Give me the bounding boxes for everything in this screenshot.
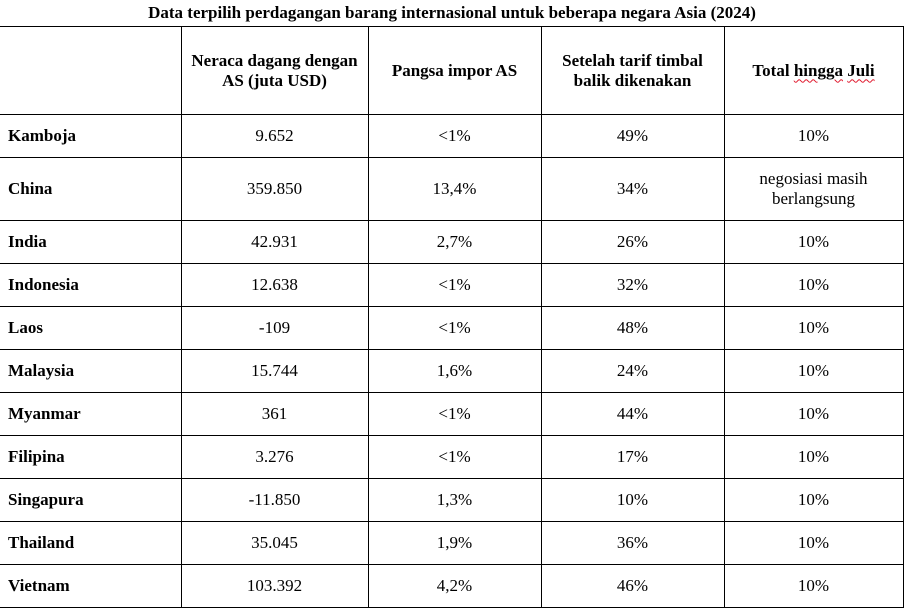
- table-row: Malaysia 15.744 1,6% 24% 10%: [0, 349, 904, 393]
- cell-import-share: <1%: [367, 114, 542, 158]
- cell-trade-balance: 103.392: [180, 564, 369, 608]
- table-row: Singapura -11.850 1,3% 10% 10%: [0, 478, 904, 522]
- cell-trade-balance: 42.931: [180, 220, 369, 264]
- cell-import-share: <1%: [367, 263, 542, 307]
- header-total-july: Total hingga Juli: [723, 26, 904, 115]
- header-import-share: Pangsa impor AS: [367, 26, 542, 115]
- header-reciprocal-tariff: Setelah tarif timbal balik dikenakan: [540, 26, 725, 115]
- cell-total-july: 10%: [723, 521, 904, 565]
- cell-reciprocal-tariff: 48%: [540, 306, 725, 350]
- table-row: Filipina 3.276 <1% 17% 10%: [0, 435, 904, 479]
- cell-country: Vietnam: [0, 564, 182, 608]
- cell-trade-balance: 15.744: [180, 349, 369, 393]
- table-row: Vietnam 103.392 4,2% 46% 10%: [0, 564, 904, 608]
- header-total-july-word-hingga: hingga: [793, 60, 843, 80]
- cell-total-july: 10%: [723, 478, 904, 522]
- cell-total-july: 10%: [723, 435, 904, 479]
- cell-reciprocal-tariff: 34%: [540, 157, 725, 221]
- cell-import-share: <1%: [367, 435, 542, 479]
- cell-country: Malaysia: [0, 349, 182, 393]
- cell-reciprocal-tariff: 46%: [540, 564, 725, 608]
- cell-total-july: 10%: [723, 263, 904, 307]
- cell-country: Laos: [0, 306, 182, 350]
- cell-trade-balance: -109: [180, 306, 369, 350]
- cell-total-july: 10%: [723, 306, 904, 350]
- cell-reciprocal-tariff: 17%: [540, 435, 725, 479]
- cell-import-share: 2,7%: [367, 220, 542, 264]
- cell-trade-balance: 359.850: [180, 157, 369, 221]
- cell-import-share: 4,2%: [367, 564, 542, 608]
- table-row: India 42.931 2,7% 26% 10%: [0, 220, 904, 264]
- cell-total-july: negosiasi masih berlangsung: [723, 157, 904, 221]
- cell-import-share: <1%: [367, 392, 542, 436]
- cell-country: Myanmar: [0, 392, 182, 436]
- table-row: Kamboja 9.652 <1% 49% 10%: [0, 114, 904, 158]
- table-row: Laos -109 <1% 48% 10%: [0, 306, 904, 350]
- table-body: Kamboja 9.652 <1% 49% 10% China 359.850 …: [0, 114, 904, 608]
- cell-reciprocal-tariff: 49%: [540, 114, 725, 158]
- cell-country: Indonesia: [0, 263, 182, 307]
- cell-import-share: <1%: [367, 306, 542, 350]
- header-total-july-word-juli: Juli: [847, 60, 875, 80]
- cell-import-share: 1,9%: [367, 521, 542, 565]
- cell-country: Filipina: [0, 435, 182, 479]
- header-trade-balance: Neraca dagang dengan AS (juta USD): [180, 26, 369, 115]
- cell-reciprocal-tariff: 24%: [540, 349, 725, 393]
- header-total-july-prefix: Total: [752, 60, 794, 80]
- cell-total-july: 10%: [723, 220, 904, 264]
- cell-import-share: 13,4%: [367, 157, 542, 221]
- header-country: [0, 26, 182, 115]
- cell-country: India: [0, 220, 182, 264]
- table-row: Indonesia 12.638 <1% 32% 10%: [0, 263, 904, 307]
- cell-country: Kamboja: [0, 114, 182, 158]
- table-row: China 359.850 13,4% 34% negosiasi masih …: [0, 157, 904, 221]
- cell-import-share: 1,6%: [367, 349, 542, 393]
- cell-reciprocal-tariff: 44%: [540, 392, 725, 436]
- table-row: Thailand 35.045 1,9% 36% 10%: [0, 521, 904, 565]
- cell-total-july: 10%: [723, 114, 904, 158]
- table-title: Data terpilih perdagangan barang interna…: [148, 3, 756, 22]
- table-row: Myanmar 361 <1% 44% 10%: [0, 392, 904, 436]
- header-row: Neraca dagang dengan AS (juta USD) Pangs…: [0, 26, 904, 115]
- cell-reciprocal-tariff: 36%: [540, 521, 725, 565]
- cell-trade-balance: 3.276: [180, 435, 369, 479]
- cell-trade-balance: 361: [180, 392, 369, 436]
- cell-import-share: 1,3%: [367, 478, 542, 522]
- trade-data-table: Neraca dagang dengan AS (juta USD) Pangs…: [0, 26, 904, 608]
- cell-country: China: [0, 157, 182, 221]
- cell-reciprocal-tariff: 26%: [540, 220, 725, 264]
- cell-trade-balance: 35.045: [180, 521, 369, 565]
- cell-country: Thailand: [0, 521, 182, 565]
- cell-country: Singapura: [0, 478, 182, 522]
- cell-total-july: 10%: [723, 564, 904, 608]
- cell-total-july: 10%: [723, 392, 904, 436]
- cell-trade-balance: -11.850: [180, 478, 369, 522]
- cell-reciprocal-tariff: 10%: [540, 478, 725, 522]
- cell-trade-balance: 12.638: [180, 263, 369, 307]
- cell-reciprocal-tariff: 32%: [540, 263, 725, 307]
- cell-trade-balance: 9.652: [180, 114, 369, 158]
- table-header: Neraca dagang dengan AS (juta USD) Pangs…: [0, 26, 904, 115]
- cell-total-july: 10%: [723, 349, 904, 393]
